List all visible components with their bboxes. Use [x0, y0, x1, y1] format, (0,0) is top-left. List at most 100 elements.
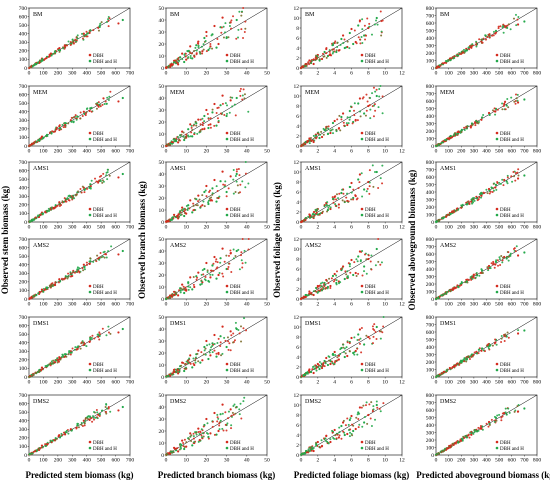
- point: [308, 142, 311, 145]
- point: [453, 287, 456, 290]
- point: [192, 432, 195, 435]
- legend-label: DBH: [365, 132, 376, 137]
- y-tick-label: 100: [19, 288, 28, 294]
- y-tick-label: 8: [296, 413, 299, 419]
- point: [507, 23, 510, 26]
- point: [195, 433, 198, 436]
- point: [185, 204, 188, 207]
- point: [517, 15, 520, 18]
- point: [329, 287, 332, 290]
- y-tick-label: 400: [19, 110, 28, 116]
- y-tick-label: 0: [431, 453, 434, 459]
- point-dbh-and-h: [215, 355, 218, 358]
- y-tick-label: 300: [426, 121, 435, 127]
- point: [339, 352, 342, 355]
- point: [192, 283, 195, 286]
- point: [89, 257, 92, 260]
- point: [491, 187, 494, 190]
- x-tick-label: 12: [399, 302, 405, 308]
- point: [202, 200, 205, 203]
- point: [208, 343, 211, 346]
- point: [458, 441, 461, 444]
- point: [355, 416, 358, 419]
- point: [88, 260, 91, 263]
- point: [179, 291, 182, 294]
- point: [343, 347, 346, 350]
- point: [378, 95, 381, 98]
- point: [188, 438, 191, 441]
- point: [338, 282, 341, 285]
- point-dbh: [337, 436, 340, 439]
- point: [219, 261, 222, 264]
- x-tick-label: 200: [457, 149, 466, 155]
- point-dbh: [316, 440, 319, 444]
- point: [374, 90, 377, 93]
- point: [345, 122, 348, 125]
- point: [344, 424, 347, 427]
- point: [506, 331, 509, 334]
- point: [48, 55, 51, 58]
- y-tick-label: 0: [431, 220, 434, 226]
- point-dbh: [213, 24, 216, 28]
- point-dbh-and-h: [219, 180, 222, 183]
- panel-title-foliage-ams2: AMS2: [305, 243, 321, 249]
- point: [97, 105, 100, 108]
- point: [202, 273, 205, 276]
- point: [352, 424, 355, 427]
- point-dbh-and-h: [357, 24, 360, 27]
- point: [474, 276, 477, 279]
- point: [173, 140, 176, 143]
- point: [199, 431, 202, 434]
- point: [238, 413, 241, 416]
- point: [351, 434, 354, 437]
- point: [468, 357, 471, 360]
- point: [189, 57, 192, 60]
- point-dbh: [193, 285, 196, 289]
- y-tick-label: 600: [426, 175, 435, 181]
- point: [28, 297, 31, 300]
- point: [353, 29, 356, 32]
- point: [465, 49, 468, 52]
- point: [211, 264, 214, 267]
- point: [473, 199, 476, 202]
- point: [215, 185, 218, 188]
- y-tick-label: 30: [159, 417, 165, 423]
- point: [107, 407, 110, 410]
- point: [34, 450, 37, 453]
- point: [459, 359, 462, 362]
- point: [493, 342, 496, 345]
- point: [174, 447, 177, 450]
- y-tick-label: 20: [159, 273, 165, 279]
- point: [204, 189, 207, 192]
- point: [513, 100, 516, 103]
- point: [347, 423, 350, 426]
- point: [53, 361, 56, 364]
- point: [332, 132, 335, 135]
- legend-marker: [495, 440, 499, 444]
- point-dbh-and-h: [375, 16, 378, 20]
- point-dbh: [213, 102, 216, 106]
- point: [53, 283, 56, 286]
- point: [32, 450, 35, 453]
- point: [175, 139, 178, 142]
- point: [75, 270, 78, 273]
- y-tick-label: 100: [426, 212, 435, 218]
- point: [325, 52, 328, 55]
- point: [95, 180, 98, 183]
- point: [102, 251, 105, 254]
- y-tick-label: 700: [19, 84, 28, 90]
- point: [471, 276, 474, 279]
- point: [355, 274, 358, 277]
- x-tick-label: 500: [97, 71, 106, 77]
- point: [222, 275, 225, 278]
- point-dbh: [177, 294, 180, 297]
- point-dbh-and-h: [207, 202, 210, 206]
- point: [110, 245, 113, 248]
- point: [58, 202, 61, 205]
- point: [328, 49, 331, 52]
- x-tick-label: 12: [399, 458, 405, 464]
- point-dbh-and-h: [348, 418, 351, 422]
- point: [67, 122, 70, 125]
- point: [373, 103, 376, 106]
- legend-label: DBH and H: [93, 138, 117, 143]
